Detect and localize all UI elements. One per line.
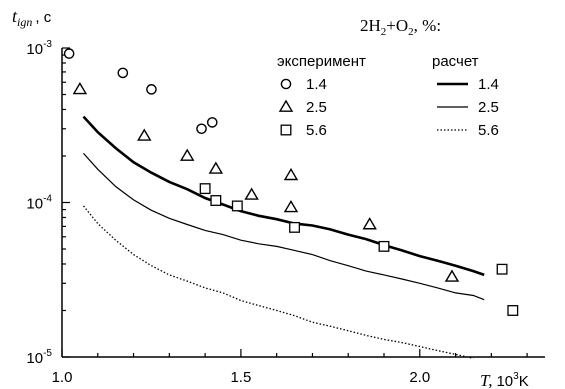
legend-exp-label: 2.5 bbox=[306, 99, 327, 116]
legend: 2H2+O2, %: эксперимент расчет 1.42.55.61… bbox=[277, 16, 499, 139]
calc-line-2.5 bbox=[83, 152, 485, 301]
x-axis-label-suffix: K bbox=[519, 373, 529, 389]
legend-marker-5.6 bbox=[280, 124, 292, 136]
data-point-1.4 bbox=[206, 117, 218, 128]
calc-line-5.6 bbox=[82, 205, 474, 360]
x-axis-label-unit: 10 bbox=[496, 373, 513, 389]
y-axis-label-suffix: , с bbox=[35, 9, 51, 26]
legend-marker-1.4 bbox=[280, 78, 292, 90]
data-point-5.6 bbox=[210, 195, 222, 206]
legend-calc-header: расчет bbox=[432, 53, 479, 70]
data-point-2.5 bbox=[283, 167, 299, 181]
data-point-1.4 bbox=[196, 123, 207, 135]
x-tick-label: 2.0 bbox=[409, 369, 430, 386]
data-point-2.5 bbox=[72, 81, 88, 95]
y-tick-label: 10-5 bbox=[26, 348, 52, 367]
data-point-2.5 bbox=[137, 128, 152, 141]
x-tick-label: 1.0 bbox=[52, 369, 73, 386]
x-tick-label: 1.5 bbox=[230, 369, 251, 386]
y-axis: 10-5 10-4 10-3 bbox=[26, 39, 70, 367]
x-axis-label-exp: 3 bbox=[513, 371, 519, 382]
legend-calc-label: 1.4 bbox=[478, 76, 499, 93]
legend-exp-label: 5.6 bbox=[306, 122, 327, 139]
experiment-points bbox=[63, 48, 519, 316]
legend-title: 2H2+O2, %: bbox=[360, 16, 441, 38]
data-point-2.5 bbox=[362, 217, 377, 230]
data-point-2.5 bbox=[179, 148, 195, 161]
x-axis-label: T, 103K bbox=[480, 371, 529, 389]
data-point-5.6 bbox=[507, 305, 519, 316]
data-point-1.4 bbox=[63, 48, 75, 59]
data-point-5.6 bbox=[496, 263, 508, 275]
x-axis: 1.0 1.5 2.0 bbox=[52, 349, 528, 386]
calculation-lines bbox=[82, 115, 485, 360]
data-point-5.6 bbox=[378, 240, 390, 252]
data-point-5.6 bbox=[289, 221, 301, 233]
y-axis-label-main: t bbox=[12, 6, 18, 26]
data-point-2.5 bbox=[208, 161, 224, 174]
data-point-5.6 bbox=[199, 183, 211, 195]
legend-exp-label: 1.4 bbox=[306, 76, 327, 93]
data-point-2.5 bbox=[283, 199, 299, 213]
data-point-2.5 bbox=[444, 269, 460, 282]
legend-experiment-header: эксперимент bbox=[277, 53, 366, 70]
data-point-1.4 bbox=[117, 67, 129, 79]
data-point-1.4 bbox=[146, 84, 157, 95]
legend-calc-label: 2.5 bbox=[478, 99, 499, 116]
legend-calc-label: 5.6 bbox=[478, 122, 499, 139]
x-axis-label-prefix: T, bbox=[480, 371, 492, 389]
data-point-2.5 bbox=[244, 187, 259, 200]
y-tick-label: 10-3 bbox=[26, 39, 52, 58]
y-axis-label-sub: ign bbox=[17, 15, 32, 29]
data-point-5.6 bbox=[231, 200, 243, 212]
plot-frame bbox=[61, 48, 545, 358]
legend-marker-2.5 bbox=[278, 99, 294, 112]
legend-rows: 1.4 2.5 5.6 1.4 2.5 5.6 bbox=[278, 76, 499, 139]
y-tick-label: 10-4 bbox=[26, 194, 52, 213]
y-axis-label: tign, с bbox=[12, 6, 52, 29]
calc-line-1.4 bbox=[82, 115, 485, 277]
